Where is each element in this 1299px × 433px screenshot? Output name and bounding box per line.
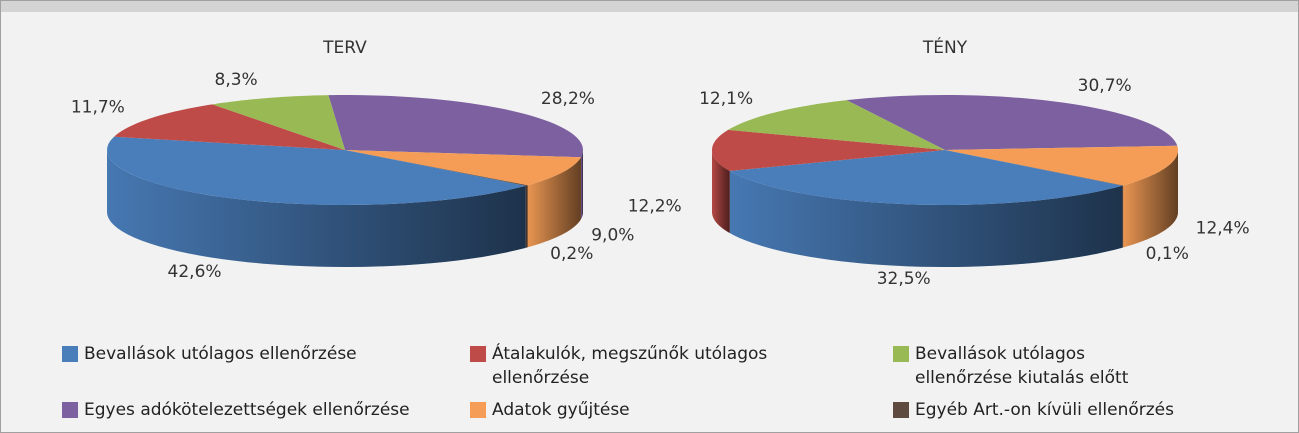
slice-side-shade — [107, 150, 526, 267]
slice-side-shade — [729, 171, 1123, 267]
legend-swatch — [893, 402, 909, 418]
legend-label: Egyes adókötelezettségek ellenőrzése — [84, 400, 410, 420]
pie-title: TERV — [322, 38, 367, 58]
data-label: 12,4% — [1196, 219, 1250, 239]
slice — [114, 104, 346, 150]
data-label: 28,2% — [541, 89, 595, 109]
legend-swatch — [62, 402, 78, 418]
slice-side-shade — [525, 185, 528, 248]
slice — [345, 150, 581, 186]
legend-label: Adatok gyűjtése — [492, 400, 630, 420]
data-label: 12,2% — [628, 196, 682, 216]
legend-item: Átalakulók, megszűnők utólagos ellenőrzé… — [470, 342, 815, 390]
data-label: 9,0% — [591, 226, 634, 246]
legend-swatch — [470, 346, 486, 362]
slice — [712, 129, 945, 172]
data-label: 0,1% — [1146, 244, 1189, 264]
slice-side-shade — [527, 157, 581, 248]
legend-label: Átalakulók, megszűnők utólagos ellenőrzé… — [492, 344, 768, 388]
legend-swatch — [893, 346, 909, 362]
slice — [328, 95, 583, 158]
data-label: 8,3% — [215, 70, 258, 90]
data-label: 11,7% — [71, 97, 125, 117]
header-bar — [0, 0, 1299, 12]
slice-side-shade — [580, 150, 583, 220]
slice — [945, 150, 1124, 186]
slice — [107, 136, 526, 205]
data-label: 32,5% — [877, 269, 931, 289]
legend-label: Bevallások utólagos ellenőrzése kiutalás… — [915, 344, 1129, 388]
legend-label: Egyéb Art.-on kívüli ellenőrzés — [915, 400, 1174, 420]
slice — [345, 150, 528, 186]
legend-item: Bevallások utólagos ellenőrzése kiutalás… — [893, 342, 1143, 390]
legend-swatch — [62, 346, 78, 362]
slice — [846, 95, 1178, 150]
slice-side-shade — [1122, 185, 1124, 248]
legend-item: Egyes adókötelezettségek ellenőrzése — [62, 398, 422, 422]
slice-side-shade — [712, 150, 730, 234]
legend-item: Bevallások utólagos ellenőrzése — [62, 342, 422, 366]
legend-item: Egyéb Art.-on kívüli ellenőrzés — [893, 398, 1193, 422]
legend-swatch — [470, 402, 486, 418]
pie-title: TÉNY — [922, 36, 968, 58]
data-label: 12,1% — [699, 89, 753, 109]
data-label: 42,6% — [168, 262, 222, 282]
legend-label: Bevallások utólagos ellenőrzése — [84, 344, 357, 364]
slice — [212, 95, 345, 150]
slice-side-shade — [1123, 150, 1178, 248]
data-label: 0,2% — [550, 244, 593, 264]
slice — [729, 150, 1123, 205]
slice — [728, 100, 945, 150]
slice — [945, 145, 1178, 186]
legend-item: Adatok gyűjtése — [470, 398, 830, 422]
data-label: 30,7% — [1078, 76, 1132, 96]
